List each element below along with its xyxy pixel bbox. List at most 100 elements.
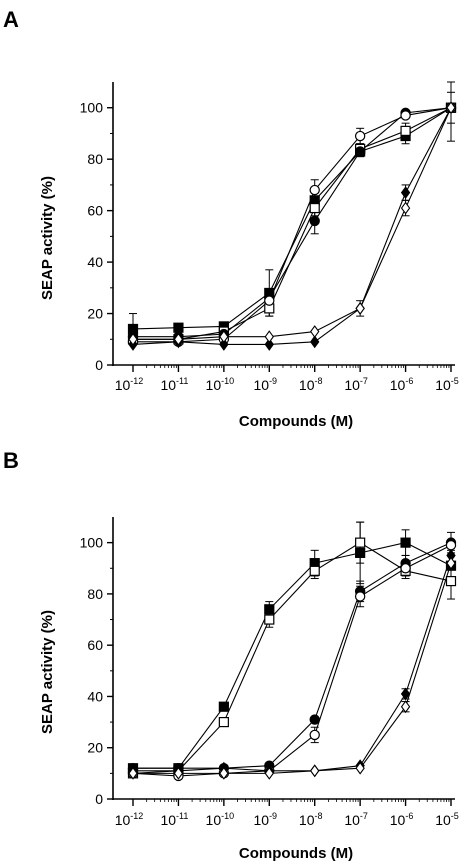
panel-a-x-tick-label: 10-7 xyxy=(344,376,368,393)
panel-b-y-tick-label: 0 xyxy=(95,791,103,807)
panel-a-x-tick-label: 10-9 xyxy=(253,376,277,393)
panel-b-series-6-point xyxy=(355,761,365,775)
panel-b-series-2-point xyxy=(355,537,366,548)
panel-b-series-1-point xyxy=(400,537,411,548)
panel-b-series-6-point xyxy=(128,766,138,780)
panel-a-series-6-point xyxy=(219,330,229,344)
x-tick-base: 10 xyxy=(344,812,360,828)
panel-a-x-tick-label: 10-10 xyxy=(206,376,235,393)
x-tick-exponent: -10 xyxy=(221,376,234,386)
panel-b-series-1-point xyxy=(264,604,275,615)
panel-b-x-tick-label: 10-5 xyxy=(435,811,459,828)
panel-b-series-2-point xyxy=(264,614,275,625)
panel-a-letter: A xyxy=(3,7,19,32)
panel-a-y-tick-label: 20 xyxy=(87,306,103,322)
panel-b-series-6-point xyxy=(219,766,229,780)
panel-a-series-6-point xyxy=(400,201,411,215)
panel-b-x-tick-label: 10-11 xyxy=(160,811,188,828)
panel-b-x-tick-label: 10-12 xyxy=(115,811,144,828)
panel-b-series-4-point xyxy=(309,729,320,741)
panel-b-x-tick-label: 10-8 xyxy=(299,811,323,828)
panel-b-series-5-line xyxy=(133,555,452,772)
panel-b-y-tick-label: 80 xyxy=(87,586,103,602)
x-tick-base: 10 xyxy=(206,377,222,393)
panel-a-series-2-line xyxy=(133,107,452,340)
x-tick-base: 10 xyxy=(115,377,131,393)
x-tick-exponent: -7 xyxy=(360,811,368,821)
panel-b-x-tick-label: 10-9 xyxy=(253,811,277,828)
panel-a-series-4-point xyxy=(264,295,275,306)
panel-a-y-tick-label: 60 xyxy=(87,203,103,219)
panel-a-series-5-point xyxy=(264,337,274,351)
panel-b-xlabel: Compounds (M) xyxy=(239,845,353,862)
panel-a-y-tick-label: 100 xyxy=(80,100,104,116)
panel-b-series-1-point xyxy=(218,701,229,712)
panel-a-ylabel: SEAP activity (%) xyxy=(39,176,56,300)
panel-b-letter: B xyxy=(3,448,19,473)
panel-b-series-6-point xyxy=(310,764,320,778)
panel-a-series-6-point xyxy=(446,101,456,115)
x-tick-base: 10 xyxy=(115,812,131,828)
panel-a-series-5-point xyxy=(400,186,411,200)
panel-a-series-4-point xyxy=(354,130,366,142)
panel-a-series-4-point xyxy=(400,110,411,121)
panel-a-series-3-line xyxy=(133,107,452,338)
x-tick-exponent: -12 xyxy=(130,376,143,386)
panel-a-x-tick-label: 10-8 xyxy=(299,376,323,393)
x-tick-base: 10 xyxy=(253,812,269,828)
panel-a-series-6-point xyxy=(264,330,274,344)
x-tick-exponent: -11 xyxy=(176,811,188,821)
panel-a-series-2-point xyxy=(309,202,320,214)
x-tick-base: 10 xyxy=(160,812,176,828)
panel-a-x-tick-label: 10-11 xyxy=(160,376,188,393)
x-tick-base: 10 xyxy=(390,377,406,393)
panel-a-y-tick-label: 0 xyxy=(95,357,103,373)
panel-b-series-2-line xyxy=(132,541,452,774)
panel-a-x-tick-label: 10-12 xyxy=(115,376,144,393)
panel-a-series-4-line xyxy=(133,107,452,343)
x-tick-base: 10 xyxy=(435,812,451,828)
panel-a-series-3-point xyxy=(309,215,320,227)
x-tick-exponent: -9 xyxy=(269,811,277,821)
x-tick-exponent: -8 xyxy=(314,376,322,386)
panel-a-x-tick-label: 10-6 xyxy=(390,376,414,393)
x-tick-base: 10 xyxy=(390,812,406,828)
panel-a-series-1-point xyxy=(173,322,184,333)
panel-b-series-6-point xyxy=(446,556,456,570)
x-tick-exponent: -5 xyxy=(451,376,459,386)
panel-a-series-2-point xyxy=(400,125,411,136)
panel-a-x-tick-label: 10-5 xyxy=(435,376,459,393)
panel-b-series-4-point xyxy=(400,563,411,574)
x-tick-base: 10 xyxy=(299,812,315,828)
panel-b-series-2-point xyxy=(218,716,229,728)
panel-b-series-1-point xyxy=(355,547,366,558)
panel-b-y-tick-label: 20 xyxy=(87,740,103,756)
panel-a-series-6-point xyxy=(310,325,320,338)
panel-a-y-tick-label: 80 xyxy=(87,151,103,167)
panel-b-y-tick-label: 40 xyxy=(87,688,103,704)
panel-a-series-3-point xyxy=(354,146,366,157)
x-tick-exponent: -12 xyxy=(130,811,143,821)
chart-panel-a: A SEAP activity (%) Compounds (M) 0 20 40 6… xyxy=(3,7,459,430)
panel-b-series-6-point xyxy=(400,700,411,714)
panel-b-x-tick-label: 10-6 xyxy=(390,811,414,828)
x-tick-exponent: -11 xyxy=(176,376,188,386)
panel-b-series-5-point xyxy=(400,687,411,701)
panel-b-series-1-line xyxy=(133,542,452,769)
x-tick-base: 10 xyxy=(299,377,315,393)
x-tick-exponent: -10 xyxy=(221,811,234,821)
panel-a-series-6-line xyxy=(133,107,452,340)
x-tick-base: 10 xyxy=(160,377,176,393)
x-tick-exponent: -6 xyxy=(405,811,413,821)
x-tick-exponent: -7 xyxy=(360,376,368,386)
panel-a-series-4-point xyxy=(309,184,320,196)
panel-a-series-5-line xyxy=(132,107,452,345)
panel-b-series-4-line xyxy=(132,544,452,777)
panel-b-series-4-point xyxy=(354,591,366,602)
panel-a-series-5-point xyxy=(310,335,320,349)
panel-b-x-tick-label: 10-10 xyxy=(206,811,235,828)
panel-b-series-6-line xyxy=(133,562,452,774)
panel-b-series-2-point xyxy=(445,575,457,587)
